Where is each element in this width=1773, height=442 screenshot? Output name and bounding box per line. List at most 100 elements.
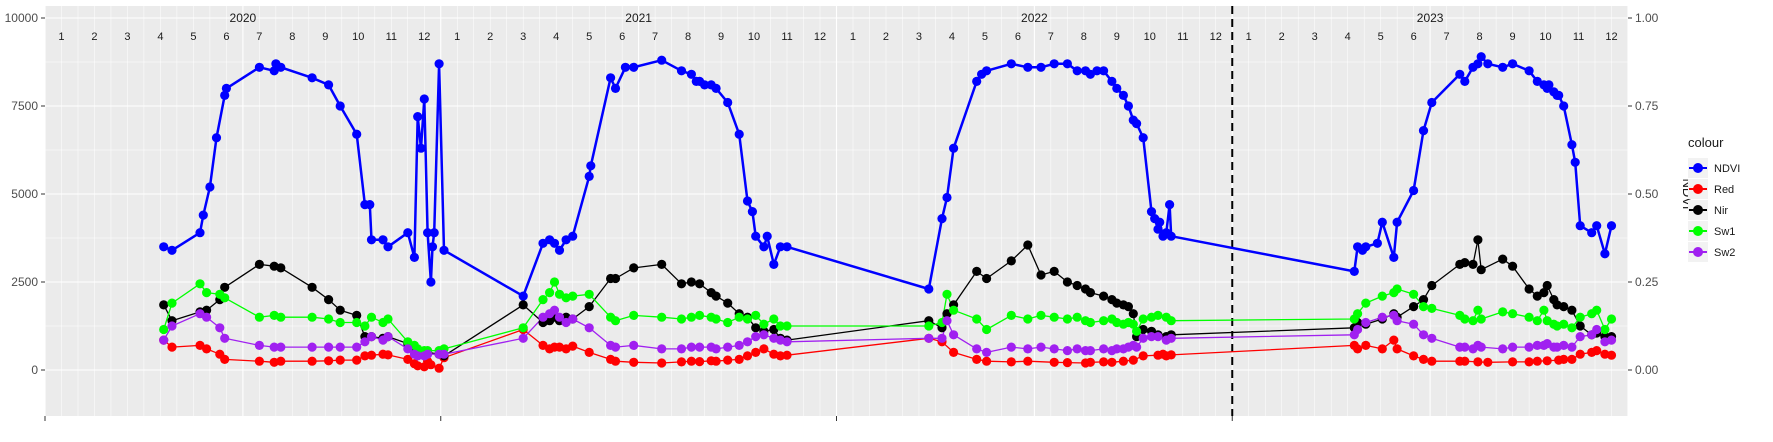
right-y-axis: 0.00 0.25 0.50 0.75 1.00 [1628, 11, 1659, 377]
series-point-sw1 [629, 310, 639, 320]
series-point-red [1377, 344, 1387, 354]
series-point-nir [1123, 302, 1133, 312]
month-label: 11 [1177, 31, 1188, 43]
series-point-sw2 [352, 342, 362, 352]
series-point-ndvi [700, 80, 710, 90]
series-point-sw1 [1532, 316, 1542, 326]
series-point-ndvi [657, 55, 667, 65]
series-point-sw1 [1099, 316, 1109, 326]
series-point-red [723, 355, 733, 365]
right-tick-label: 0.75 [1635, 99, 1659, 113]
series-point-nir [220, 282, 230, 292]
series-point-ndvi [365, 200, 375, 210]
series-point-red [782, 350, 792, 360]
series-point-sw1 [195, 279, 205, 289]
series-point-sw1 [220, 293, 230, 303]
series-point-red [1524, 357, 1534, 367]
month-label: 4 [157, 31, 163, 43]
series-point-sw1 [518, 323, 528, 333]
series-point-nir [1539, 288, 1549, 298]
series-point-sw1 [1606, 314, 1617, 324]
series-point-nir [1559, 302, 1569, 312]
series-point-sw1 [695, 310, 705, 320]
series-point-red [734, 354, 744, 364]
series-point-ndvi [1473, 59, 1483, 69]
series-point-sw2 [1036, 342, 1046, 352]
series-point-sw1 [1132, 326, 1142, 336]
series-point-ndvi [254, 62, 264, 72]
series-point-ndvi [1427, 97, 1437, 108]
series-point-red [1542, 356, 1552, 366]
series-point-red [1606, 350, 1617, 360]
series-point-sw1 [610, 316, 621, 326]
series-point-ndvi [198, 210, 208, 220]
series-point-ndvi [159, 242, 169, 252]
series-point-sw2 [1062, 346, 1072, 356]
series-point-sw2 [949, 330, 959, 340]
series-point-sw1 [1575, 312, 1585, 322]
legend-label: Sw1 [1714, 226, 1735, 238]
series-point-nir [1418, 295, 1429, 305]
series-point-sw1 [584, 289, 594, 299]
series-point-sw2 [1606, 335, 1617, 345]
series-point-ndvi [276, 62, 286, 72]
series-point-sw2 [413, 351, 423, 361]
series-point-ndvi [1592, 221, 1602, 231]
year-label: 2022 [1021, 11, 1048, 25]
series-point-sw2 [629, 340, 639, 350]
month-label: 12 [418, 31, 430, 43]
series-point-red [759, 344, 769, 354]
series-point-red [949, 347, 959, 357]
series-point-ndvi [751, 231, 761, 241]
month-label: 5 [586, 31, 592, 43]
series-point-ndvi [1559, 101, 1569, 111]
series-point-ndvi [335, 101, 345, 111]
series-point-sw2 [568, 314, 578, 324]
series-point-sw2 [1153, 332, 1163, 342]
series-point-sw1 [159, 324, 169, 335]
series-point-sw1 [1418, 302, 1429, 312]
series-point-ndvi [439, 245, 449, 255]
series-point-sw1 [1023, 314, 1033, 324]
series-point-ndvi [1138, 133, 1148, 143]
series-point-red [1085, 357, 1095, 367]
right-tick-label: 0.00 [1635, 363, 1659, 377]
month-label: 2 [883, 31, 889, 43]
series-point-nir [1473, 235, 1483, 245]
series-point-nir [254, 259, 264, 269]
series-point-ndvi [937, 214, 947, 224]
series-point-sw2 [220, 333, 230, 343]
series-point-red [1460, 356, 1470, 366]
series-point-sw1 [1460, 314, 1470, 324]
month-label: 8 [1081, 31, 1087, 43]
series-point-red [711, 356, 721, 366]
series-point-sw2 [366, 332, 377, 342]
series-point-ndvi [518, 291, 528, 301]
series-point-nir [695, 279, 705, 289]
month-label: 1 [454, 31, 460, 43]
series-point-nir [1062, 277, 1072, 287]
series-point-ndvi [742, 196, 753, 206]
series-point-red [1049, 357, 1059, 367]
series-point-nir [1049, 266, 1059, 276]
series-point-sw1 [366, 312, 377, 322]
series-point-ndvi [942, 192, 952, 203]
x-axis [44, 416, 1233, 421]
series-point-ndvi [606, 73, 616, 83]
series-point-ndvi [759, 242, 769, 252]
month-label: 7 [256, 31, 262, 43]
month-label: 1 [850, 31, 856, 43]
series-point-sw2 [1112, 344, 1122, 354]
series-point-sw2 [1166, 333, 1176, 343]
month-label: 7 [1444, 31, 1450, 43]
series-point-ndvi [949, 143, 959, 153]
series-point-sw1 [335, 317, 345, 328]
month-label: 6 [1411, 31, 1417, 43]
series-point-nir [1023, 240, 1033, 250]
series-point-nir [1468, 259, 1478, 269]
series-line-ndvi [163, 55, 1613, 298]
series-point-ndvi [1498, 62, 1508, 72]
series-point-red [657, 358, 667, 368]
series-point-sw2 [1361, 317, 1371, 328]
